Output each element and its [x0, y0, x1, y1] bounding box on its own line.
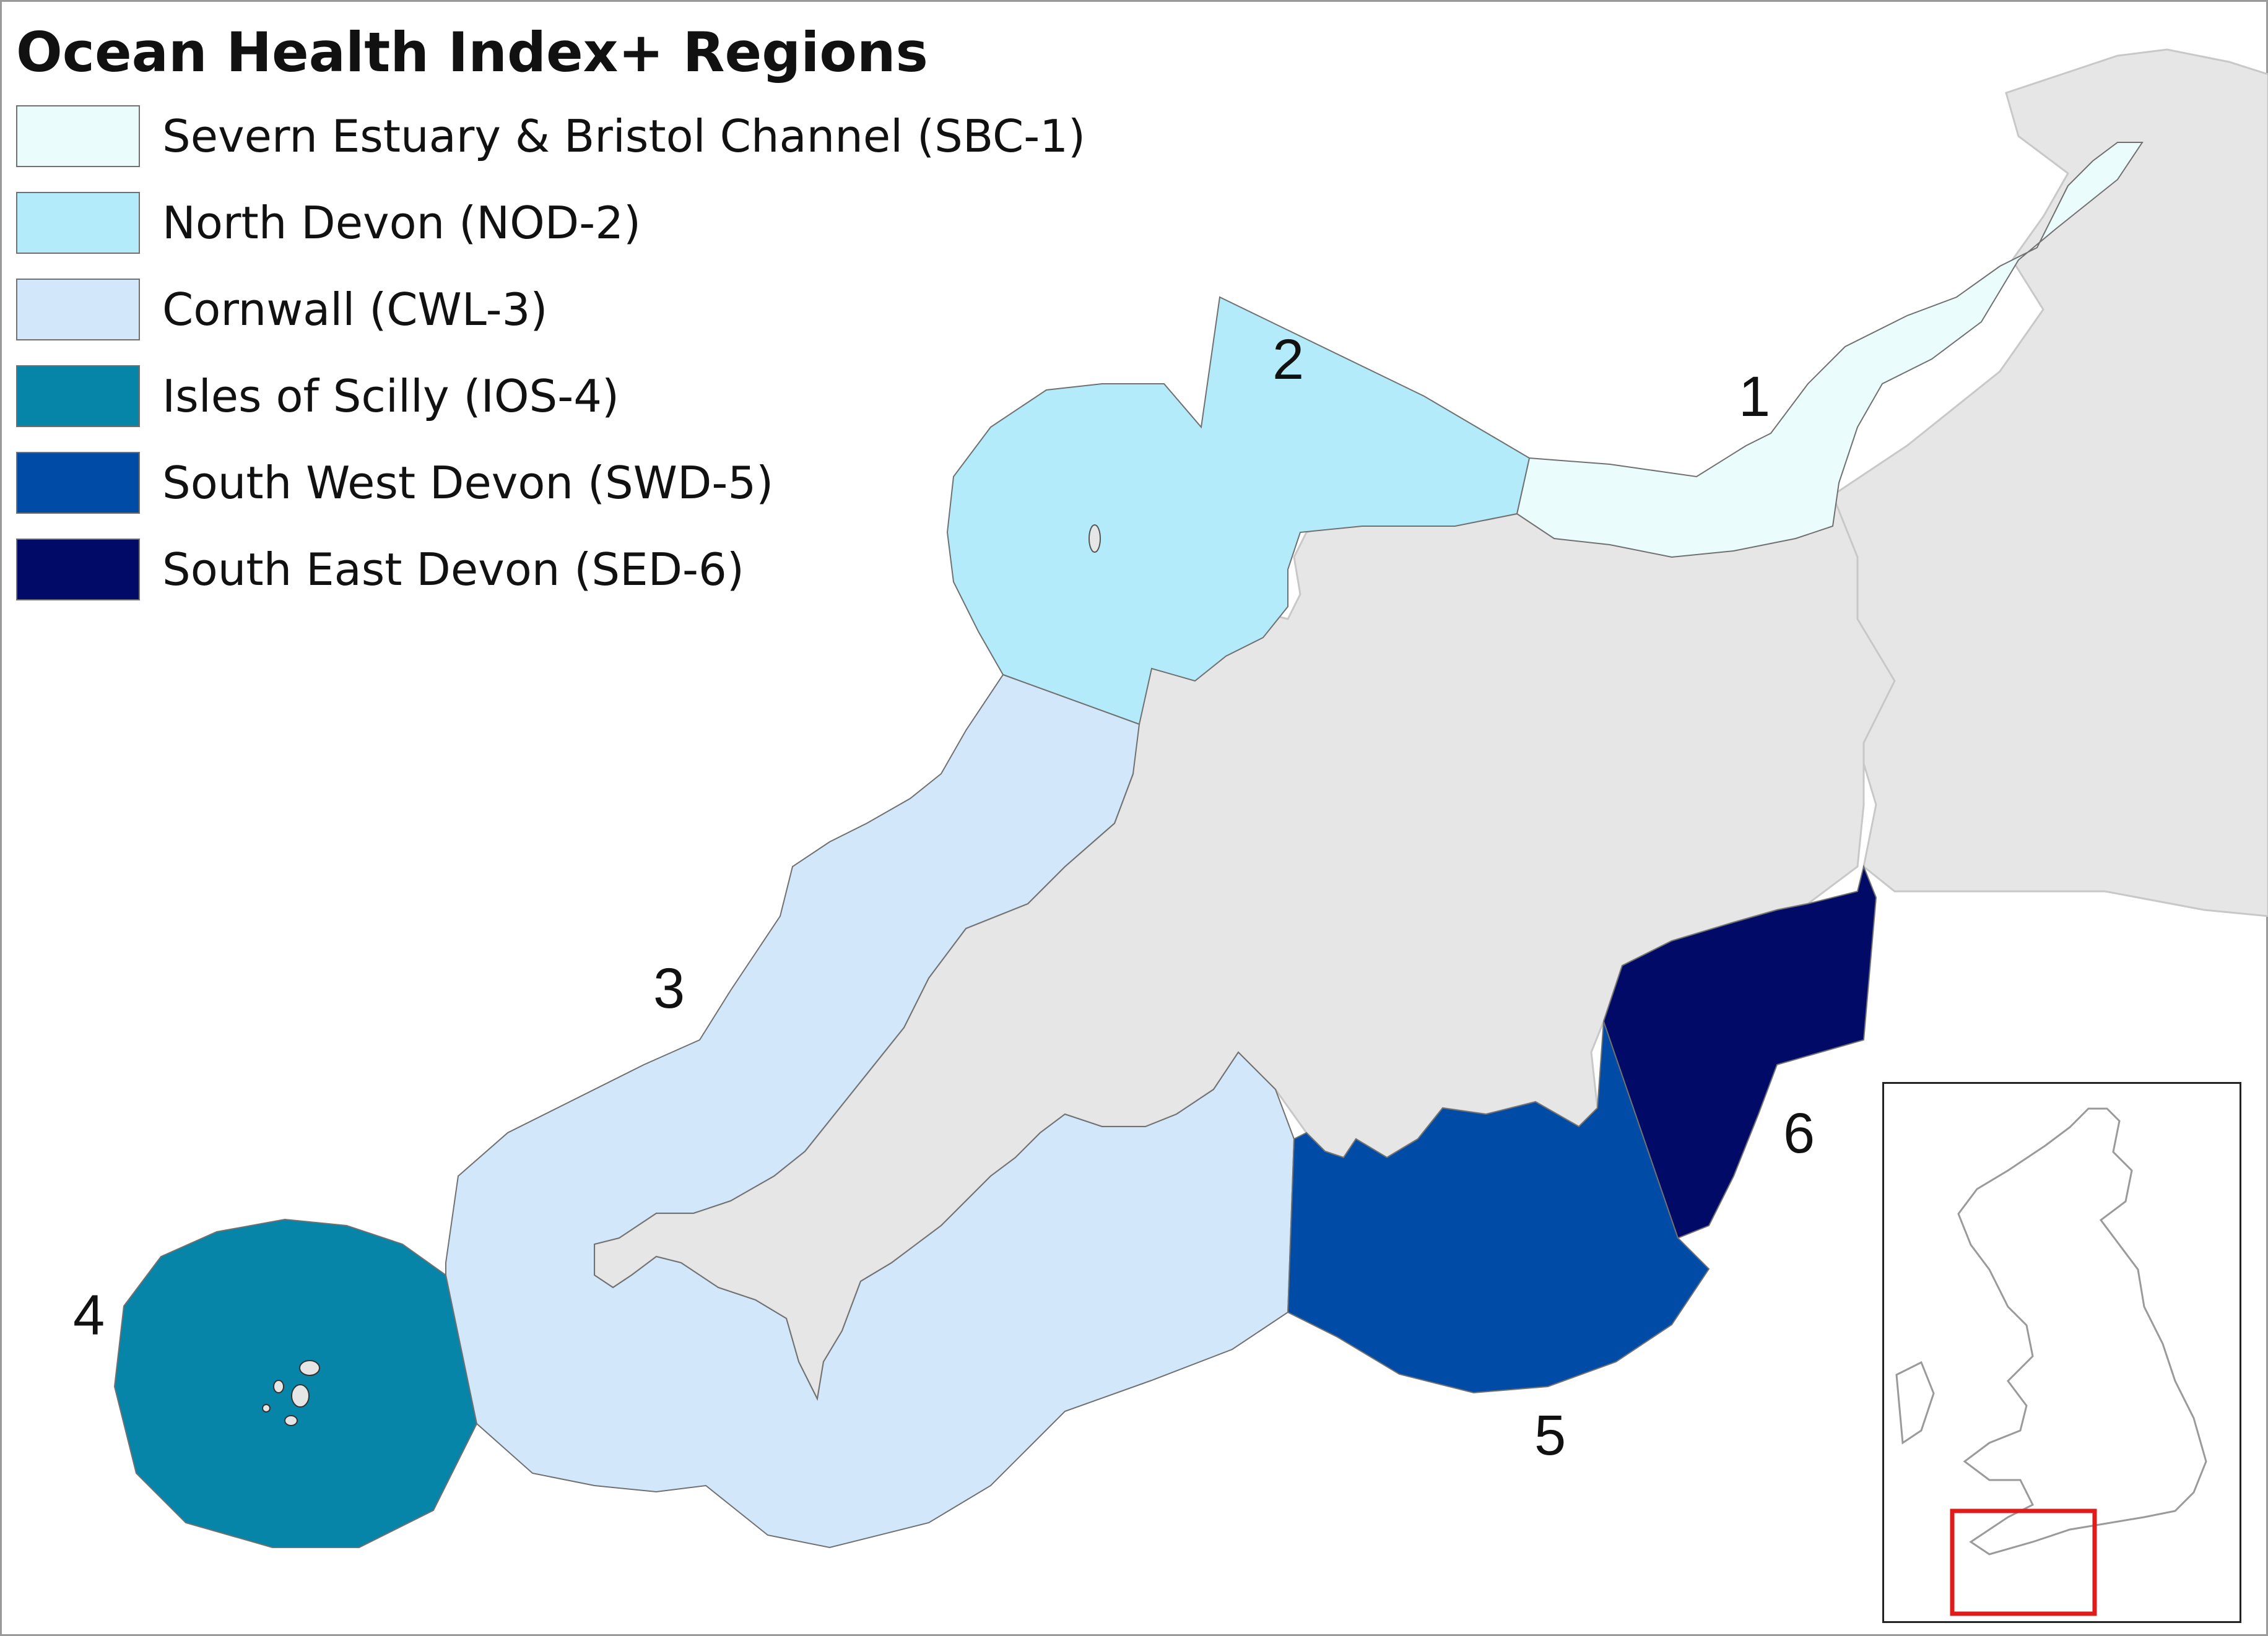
land-wales-england — [1825, 48, 2268, 917]
legend-item-sed-6: South East Devon (SED-6) — [16, 526, 1085, 613]
legend-label-cwl-3: Cornwall (CWL-3) — [162, 283, 548, 335]
lundy-island — [1088, 524, 1101, 553]
scilly-islands — [262, 1360, 320, 1426]
inset-svg — [1895, 1107, 2207, 1616]
legend: Ocean Health Index+ Regions Severn Estua… — [16, 19, 1085, 613]
inset-great-britain — [1957, 1107, 2207, 1556]
inset-ireland-edge — [1895, 1361, 1935, 1445]
legend-swatch-sed-6 — [16, 539, 140, 600]
scilly-island-d — [273, 1380, 284, 1393]
region-cwl-3[interactable] — [445, 673, 1295, 1549]
legend-item-nod-2: North Devon (NOD-2) — [16, 180, 1085, 266]
region-sbc-1[interactable] — [1516, 142, 2144, 558]
legend-label-nod-2: North Devon (NOD-2) — [162, 197, 641, 249]
legend-item-sbc-1: Severn Estuary & Bristol Channel (SBC-1) — [16, 93, 1085, 180]
legend-label-ios-4: Isles of Scilly (IOS-4) — [162, 370, 620, 422]
region-number-3: 3 — [653, 957, 685, 1020]
legend-label-swd-5: South West Devon (SWD-5) — [162, 457, 774, 509]
legend-item-swd-5: South West Devon (SWD-5) — [16, 439, 1085, 526]
legend-label-sed-6: South East Devon (SED-6) — [162, 543, 744, 595]
region-number-5: 5 — [1534, 1404, 1566, 1467]
legend-item-ios-4: Isles of Scilly (IOS-4) — [16, 353, 1085, 439]
legend-swatch-ios-4 — [16, 365, 140, 427]
scilly-island-e — [262, 1404, 271, 1413]
legend-swatch-sbc-1 — [16, 105, 140, 167]
region-ios-4[interactable] — [113, 1218, 478, 1548]
region-number-6: 6 — [1783, 1102, 1815, 1165]
region-number-2: 2 — [1272, 328, 1304, 391]
region-swd-5[interactable] — [1287, 1021, 1710, 1394]
inset-highlight-box — [1950, 1508, 2097, 1616]
inset-locator-map — [1882, 1082, 2241, 1623]
legend-swatch-cwl-3 — [16, 279, 140, 340]
scilly-island-a — [299, 1360, 320, 1376]
region-number-1: 1 — [1739, 365, 1770, 428]
legend-swatch-swd-5 — [16, 452, 140, 514]
legend-item-cwl-3: Cornwall (CWL-3) — [16, 266, 1085, 353]
scilly-island-b — [291, 1384, 310, 1408]
region-nod-2[interactable] — [946, 296, 1531, 725]
legend-label-sbc-1: Severn Estuary & Bristol Channel (SBC-1) — [162, 110, 1086, 162]
scilly-island-c — [284, 1415, 298, 1426]
map-title: Ocean Health Index+ Regions — [16, 20, 928, 84]
legend-swatch-nod-2 — [16, 192, 140, 254]
region-sed-6[interactable] — [1602, 864, 1877, 1239]
region-number-4: 4 — [73, 1284, 105, 1347]
